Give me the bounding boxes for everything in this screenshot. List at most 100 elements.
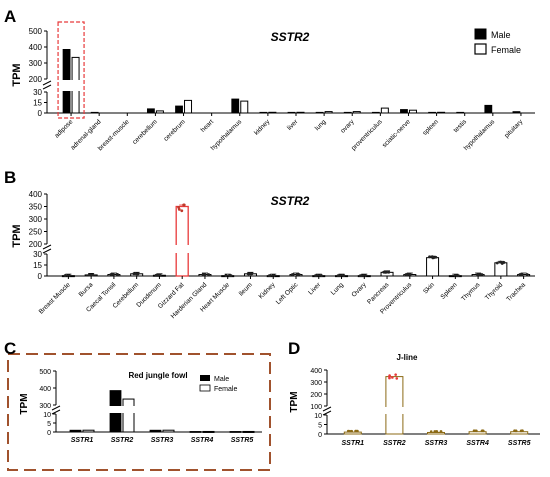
data-point-Pancreas bbox=[387, 270, 391, 274]
x-tick-label-b: Thymus bbox=[460, 281, 482, 303]
y-tick-label-a: 200 bbox=[29, 75, 43, 84]
data-point-Heart Muscle bbox=[224, 274, 228, 278]
x-tick-label-a: cerebrum bbox=[163, 118, 187, 142]
bar-female-ovary bbox=[352, 111, 361, 114]
data-point-SSTR3 bbox=[435, 430, 439, 433]
y-tick-label-a: 400 bbox=[29, 43, 43, 52]
x-tick-label-b: Lung bbox=[330, 281, 345, 296]
x-tick-label-b: Liver bbox=[307, 281, 323, 297]
panel-letter-b: B bbox=[4, 168, 16, 187]
data-point-SSTR4 bbox=[474, 429, 477, 433]
data-point-Lung bbox=[337, 274, 341, 278]
bar-male-hypothalamus bbox=[484, 104, 493, 114]
chart-title-a: SSTR2 bbox=[271, 30, 310, 44]
data-point-Liver bbox=[320, 274, 323, 278]
x-tick-label-b: Ileum bbox=[238, 281, 254, 297]
data-point-Cerebellum bbox=[132, 272, 136, 276]
data-point-SSTR4 bbox=[481, 429, 484, 432]
legend-swatch-female bbox=[474, 43, 487, 55]
bar-female-cerebrum bbox=[184, 99, 193, 114]
x-tick-label-a: cerebellum bbox=[131, 118, 158, 145]
bar-SSTR4 bbox=[468, 431, 487, 435]
y-tick-label-b: 300 bbox=[29, 215, 43, 224]
data-point-Proventriculus bbox=[408, 273, 412, 276]
data-point-Gizzard Fat bbox=[177, 206, 180, 209]
x-tick-label-b: Trachea bbox=[505, 281, 527, 303]
x-tick-label-b: Spleen bbox=[439, 281, 459, 301]
x-tick-label-b: Ovary bbox=[350, 281, 368, 299]
data-point-SSTR1 bbox=[350, 429, 354, 433]
bar-female-liver bbox=[296, 111, 305, 114]
axis-break-gap-b bbox=[174, 245, 191, 253]
axis-break-mark bbox=[42, 244, 52, 250]
y-tick-label-d: 100 bbox=[310, 404, 322, 411]
bar-male-adrenal-gland bbox=[90, 111, 99, 114]
data-point-Pancreas bbox=[382, 270, 386, 274]
x-tick-label-c: SSTR3 bbox=[151, 437, 174, 444]
data-point-Thyroid bbox=[495, 261, 499, 265]
data-point-SSTR5 bbox=[514, 429, 518, 433]
panel-a: ASSTR2TPM01530200300400500adiposeadrenal… bbox=[4, 7, 535, 152]
data-point-Harderian Gland bbox=[207, 273, 210, 276]
y-tick-label-c: 10 bbox=[43, 412, 51, 419]
y-tick-label-a: 30 bbox=[33, 88, 42, 97]
data-point-Gizzard Fat bbox=[180, 209, 184, 213]
bar-male-liver bbox=[287, 111, 296, 114]
x-tick-label-c: SSTR2 bbox=[111, 437, 134, 444]
bar-SSTR5 bbox=[510, 431, 529, 435]
legend-swatch-male-c bbox=[200, 375, 210, 381]
legend-label-male-c: Male bbox=[214, 376, 229, 383]
bar-male-spleen bbox=[428, 111, 436, 114]
bar-female-cerebellum bbox=[155, 110, 164, 114]
bar-male-proventriculus bbox=[371, 111, 380, 114]
y-tick-label-b: 200 bbox=[29, 240, 43, 249]
axis-break-mark bbox=[322, 406, 332, 412]
y-tick-label-c: 0 bbox=[47, 430, 51, 437]
axis-break-gap-c bbox=[108, 406, 136, 413]
x-tick-label-c: SSTR4 bbox=[191, 437, 214, 444]
data-point-Heart Muscle bbox=[228, 274, 232, 278]
chart-title-c: Red jungle fowl bbox=[128, 371, 187, 380]
x-tick-label-a: adipose bbox=[53, 118, 74, 139]
legend-label-male: Male bbox=[491, 30, 511, 40]
y-tick-label-a: 500 bbox=[29, 27, 43, 36]
chart-title-b: SSTR2 bbox=[271, 194, 310, 208]
axis-break-mark bbox=[322, 410, 332, 416]
axis-break-mark bbox=[42, 84, 52, 90]
data-point-Ileum bbox=[247, 272, 251, 276]
bar-male-SSTR1 bbox=[69, 429, 82, 433]
data-point-Harderian Gland bbox=[201, 273, 205, 276]
x-tick-label-d: SSTR1 bbox=[342, 440, 365, 447]
axis-break-mark bbox=[51, 405, 61, 411]
data-point-SSTR3 bbox=[439, 430, 443, 433]
bar-male-lung bbox=[315, 111, 324, 114]
x-tick-label-a: heart bbox=[200, 118, 216, 134]
panel-letter-d: D bbox=[288, 339, 300, 358]
y-tick-label-d: 200 bbox=[310, 392, 322, 399]
y-tick-label-d: 400 bbox=[310, 368, 322, 375]
x-tick-label-a: sciatic-nerve bbox=[381, 118, 412, 149]
y-tick-label-c: 500 bbox=[39, 369, 51, 376]
y-tick-label-d: 300 bbox=[310, 380, 322, 387]
bar-SSTR2 bbox=[385, 376, 404, 435]
data-point-SSTR2 bbox=[391, 376, 394, 379]
axis-break-mark bbox=[42, 248, 52, 254]
y-tick-label-d: 10 bbox=[314, 413, 322, 420]
data-point-Ileum bbox=[250, 272, 254, 276]
bar-female-SSTR4 bbox=[202, 430, 215, 433]
x-tick-label-a: proventriculus bbox=[350, 118, 384, 152]
data-point-Kidney bbox=[268, 274, 272, 278]
axis-break-gap-a bbox=[57, 80, 97, 91]
data-point-Bursa bbox=[90, 273, 94, 277]
bar-female-sciatic-nerve bbox=[408, 109, 417, 114]
data-point-Thymus bbox=[478, 273, 482, 276]
x-tick-label-b: Skin bbox=[422, 281, 436, 295]
data-point-Duodenum bbox=[158, 273, 162, 277]
data-point-SSTR1 bbox=[348, 429, 352, 433]
data-point-Ovary bbox=[358, 274, 362, 278]
data-point-Left Optic bbox=[290, 273, 294, 276]
bar-male-ovary bbox=[343, 111, 352, 114]
axis-break-mark bbox=[51, 409, 61, 415]
data-point-Left Optic bbox=[295, 273, 299, 276]
bar-female-SSTR1 bbox=[82, 429, 95, 433]
